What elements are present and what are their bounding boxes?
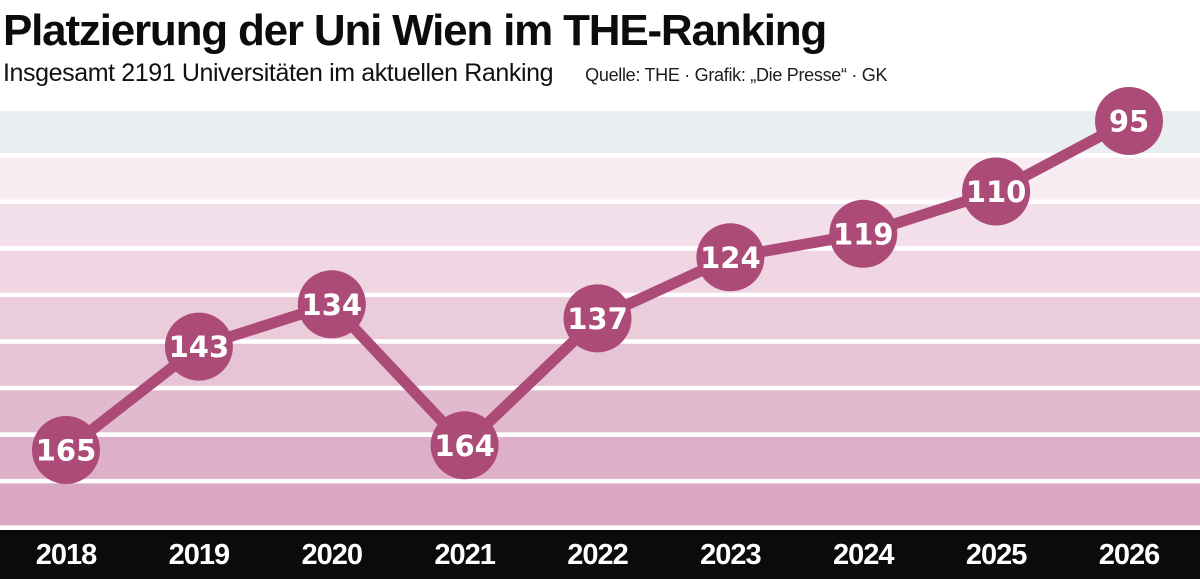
x-axis-label-2024: 2024: [833, 539, 894, 571]
data-point-2022: 137: [563, 284, 632, 353]
grid-band-7: [0, 390, 1200, 433]
chart-subtitle: Insgesamt 2191 Universitäten im aktuelle…: [3, 59, 554, 87]
data-point-value: 110: [966, 175, 1027, 209]
data-point-2026: 95: [1095, 87, 1163, 155]
x-axis-label-2020: 2020: [302, 539, 363, 571]
x-axis-label-2021: 2021: [434, 539, 495, 571]
data-point-2024: 119: [829, 199, 898, 268]
data-point-2021: 164: [430, 411, 499, 480]
data-point-2018: 165: [32, 416, 100, 484]
data-point-2019: 143: [164, 312, 233, 381]
data-point-marker: [164, 312, 233, 381]
chart-title: Platzierung der Uni Wien im THE-Ranking: [3, 6, 827, 55]
grid-band-1: [0, 111, 1200, 153]
x-axis-label-2023: 2023: [700, 539, 761, 571]
data-point-marker: [962, 157, 1031, 226]
data-point-value: 95: [1109, 105, 1149, 139]
data-point-value: 119: [833, 217, 894, 251]
grid-band-9: [0, 483, 1200, 526]
data-point-2025: 110: [962, 157, 1031, 226]
x-axis-label-2025: 2025: [966, 539, 1027, 571]
grid-band-8: [0, 436, 1200, 479]
data-point-marker: [430, 411, 499, 480]
data-point-marker: [1095, 87, 1163, 155]
chart-subheader-row: Insgesamt 2191 Universitäten im aktuelle…: [3, 59, 1200, 88]
data-point-marker: [563, 284, 632, 353]
data-point-value: 134: [302, 288, 363, 322]
x-axis-bar: [0, 530, 1200, 579]
x-axis-label-2026: 2026: [1099, 539, 1160, 571]
x-axis-label-2022: 2022: [567, 539, 628, 571]
data-point-marker: [32, 416, 100, 484]
data-point-value: 164: [434, 429, 495, 463]
data-point-value: 165: [36, 434, 97, 468]
ranking-line-chart: 165 143 134 164 137 124 119 110 95 2018 2019 2020 20…: [0, 87, 1200, 579]
data-point-marker: [696, 223, 765, 292]
data-point-value: 143: [169, 330, 230, 364]
line-chart-svg: 165 143 134 164 137 124 119 110 95 2018 2019 2020 20…: [0, 87, 1200, 579]
data-point-value: 124: [700, 241, 761, 275]
data-point-2020: 134: [297, 270, 366, 339]
data-point-marker: [297, 270, 366, 339]
x-axis-label-2019: 2019: [169, 539, 230, 571]
source-credit: Quelle: THE · Grafik: „Die Presse“ · GK: [585, 65, 888, 85]
data-point-marker: [829, 199, 898, 268]
data-point-2023: 124: [696, 223, 765, 292]
data-point-value: 137: [567, 302, 628, 336]
x-axis-label-2018: 2018: [36, 539, 97, 571]
chart-header: Platzierung der Uni Wien im THE-Ranking …: [0, 0, 1200, 111]
